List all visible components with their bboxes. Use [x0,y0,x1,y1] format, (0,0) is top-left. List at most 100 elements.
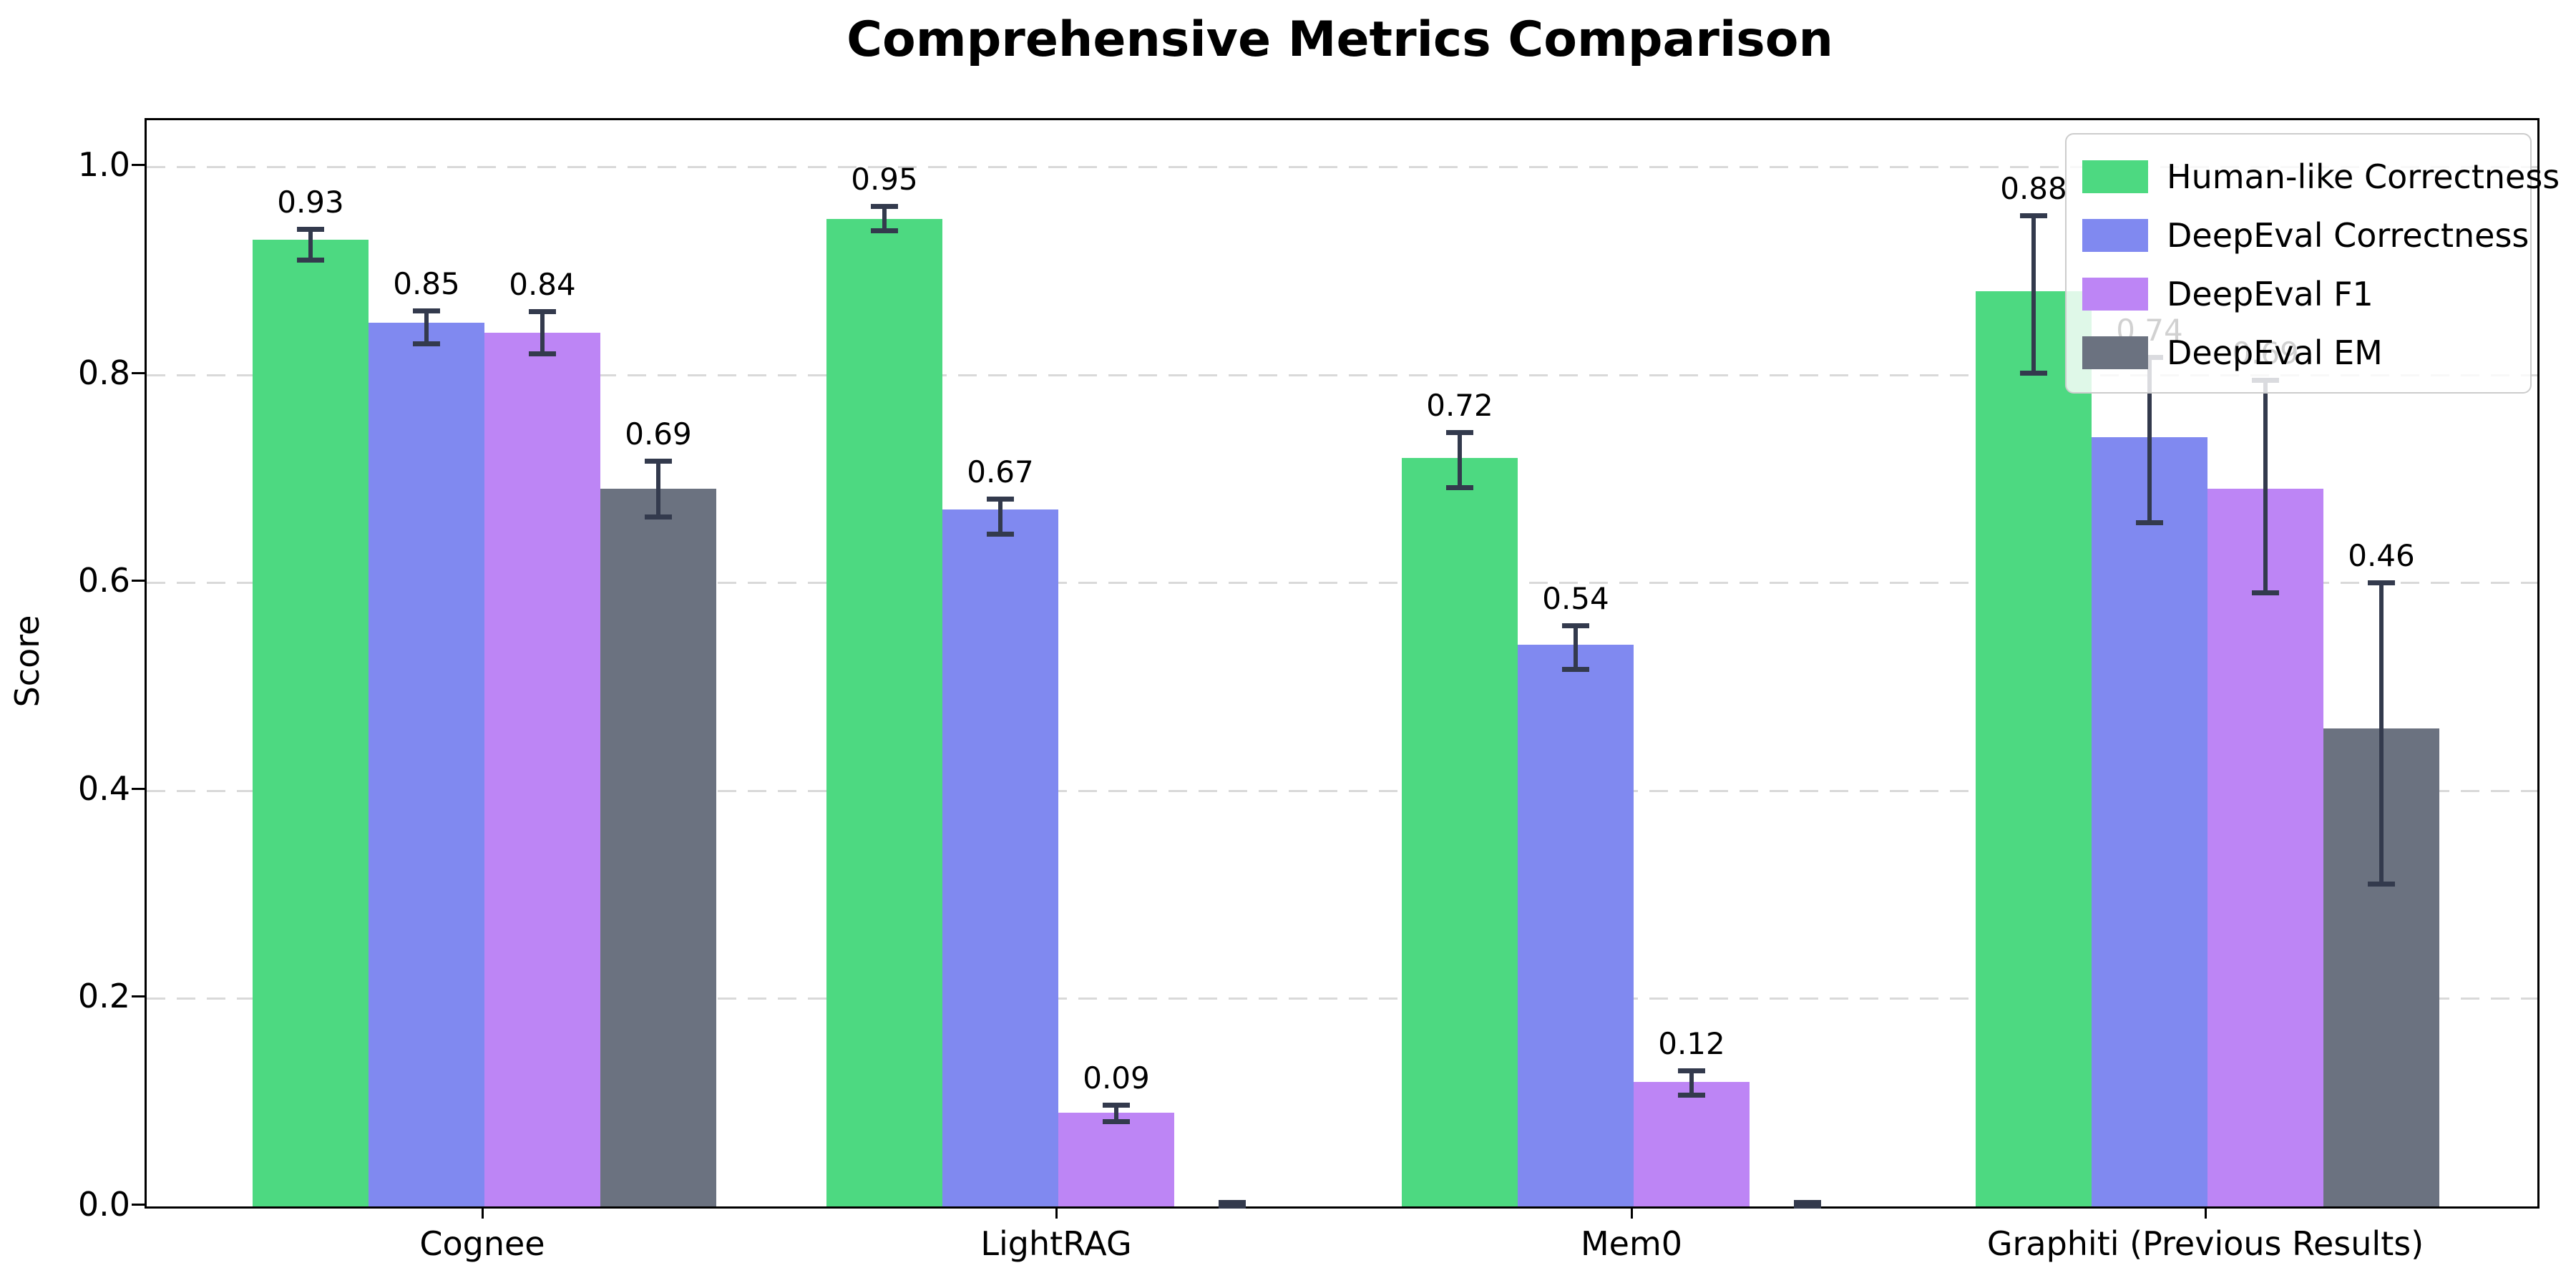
legend-item: DeepEval F1 [2082,265,2530,323]
error-bar-cap-top [987,496,1014,502]
gridline [147,997,2537,1000]
bar-value-label: 0.84 [509,266,576,302]
y-tick-mark [132,371,145,374]
legend-item: DeepEval Correctness [2082,206,2530,265]
gridline [147,374,2537,376]
legend-swatch [2082,219,2148,252]
error-bar-cap-bottom [987,532,1014,537]
bar-value-label: 0.69 [625,416,692,452]
y-tick-label: 1.0 [77,145,130,184]
bar-human-like-correctness [1976,291,2092,1206]
error-bar [656,461,660,517]
x-tick-mark [2205,1206,2207,1219]
error-bar [1689,1070,1694,1096]
bar-deepeval-f1 [2207,489,2323,1206]
error-bar [998,498,1002,535]
y-tick-mark [132,1204,145,1206]
error-bar [2031,215,2036,374]
error-bar-cap-top [645,459,672,464]
legend-label: DeepEval F1 [2167,275,2373,313]
bar-human-like-correctness [1402,457,1518,1206]
error-bar-cap-bottom [1562,667,1589,673]
error-bar-cap-bottom [1794,1204,1821,1209]
bar-value-label: 0.09 [1083,1060,1150,1096]
error-bar-cap-bottom [2136,520,2163,526]
error-bar-cap-bottom [529,351,556,356]
y-tick-mark [132,995,145,998]
gridline [147,789,2537,792]
error-bar [882,206,887,232]
x-tick-label: Mem0 [1580,1224,1683,1263]
bar-value-label: 0.93 [277,185,344,220]
bar-value-label: 0.54 [1542,580,1609,616]
legend-label: Human-like Correctness [2167,157,2560,196]
error-bar [308,229,313,260]
error-bar [1458,431,1462,488]
bar-value-label: 0.67 [967,454,1034,489]
gridline [147,166,2537,168]
x-tick-mark [482,1206,484,1219]
bar-deepeval-correctness [2092,436,2207,1206]
bar-deepeval-correctness [369,322,484,1206]
y-tick-label: 0.0 [77,1185,130,1224]
bar-value-label: 0.95 [851,162,918,197]
error-bar-cap-bottom [871,228,898,234]
error-bar-cap-bottom [413,341,440,347]
bar-value-label: 0.85 [393,265,460,301]
error-bar [2147,356,2152,524]
x-tick-label: LightRAG [980,1224,1132,1263]
bar-human-like-correctness [826,218,942,1206]
legend-swatch [2082,160,2148,193]
error-bar-cap-bottom [1678,1092,1705,1098]
chart-title: Comprehensive Metrics Comparison [847,11,1833,68]
bar-deepeval-correctness [1518,645,1634,1206]
bar-deepeval-correctness [942,509,1058,1206]
bar-value-label: 0.72 [1426,387,1493,423]
error-bar-cap-top [2368,580,2395,586]
error-bar-cap-top [413,308,440,313]
error-bar-cap-top [1103,1102,1130,1108]
error-bar-cap-top [1562,623,1589,628]
y-axis-label: Score [8,615,47,708]
error-bar-cap-top [1219,1200,1246,1206]
error-bar [540,311,545,354]
bar-deepeval-f1 [1058,1113,1174,1206]
bar-value-label: 0.12 [1658,1025,1725,1061]
y-tick-mark [132,164,145,166]
x-tick-label: Graphiti (Previous Results) [1986,1224,2424,1263]
legend: Human-like Correctness DeepEval Correctne… [2065,133,2560,394]
y-tick-label: 0.4 [77,769,130,808]
error-bar-cap-bottom [1446,484,1473,490]
y-tick-label: 0.2 [77,977,130,1016]
bar-human-like-correctness [253,239,369,1206]
x-tick-mark [1055,1206,1058,1219]
error-bar-cap-top [1794,1200,1821,1206]
error-bar-cap-bottom [2252,590,2279,595]
bar-deepeval-f1 [1634,1081,1750,1206]
x-tick-mark [1631,1206,1633,1219]
gridline [147,582,2537,585]
error-bar-cap-bottom [1219,1204,1246,1209]
error-bar-cap-top [529,308,556,314]
bar-value-label: 0.88 [2000,171,2067,207]
error-bar-cap-bottom [1103,1119,1130,1125]
error-bar-cap-top [297,227,324,233]
legend-label: DeepEval EM [2167,333,2383,372]
error-bar-cap-bottom [645,514,672,519]
bar-value-label: 0.46 [2348,538,2415,574]
legend-swatch [2082,278,2148,311]
error-bar [424,310,429,345]
error-bar-cap-top [1446,429,1473,435]
error-bar-cap-top [2020,213,2047,219]
legend-label: DeepEval Correctness [2167,216,2529,255]
error-bar [2263,379,2268,593]
y-tick-label: 0.6 [77,561,130,600]
error-bar-cap-bottom [2020,371,2047,376]
y-tick-label: 0.8 [77,353,130,392]
error-bar-cap-top [871,204,898,210]
bar-deepeval-f1 [484,333,600,1206]
error-bar [1574,625,1578,670]
legend-swatch [2082,336,2148,369]
error-bar-cap-bottom [297,257,324,263]
